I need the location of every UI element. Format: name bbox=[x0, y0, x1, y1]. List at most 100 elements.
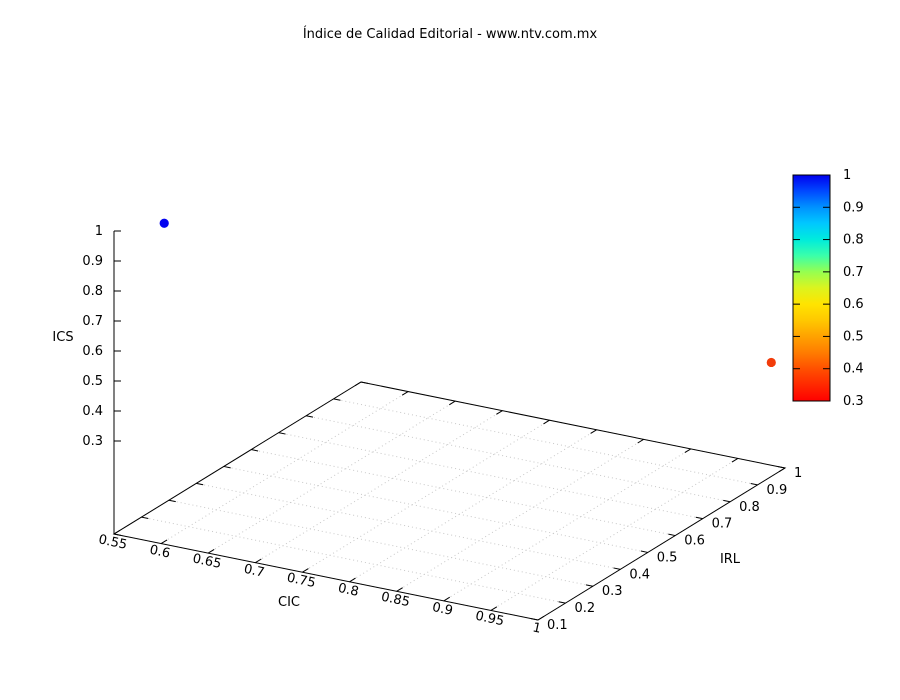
colorbar-tick-label: 0.4 bbox=[843, 362, 864, 377]
cic-tick-mirror bbox=[448, 400, 456, 406]
irl-tick-mirror bbox=[113, 533, 121, 536]
grid-line-irl bbox=[278, 432, 703, 520]
irl-tick-label: 1 bbox=[794, 466, 802, 481]
irl-tick-mirror bbox=[196, 482, 204, 486]
cic-tick-label: 0.55 bbox=[97, 532, 128, 553]
cic-tick bbox=[207, 549, 215, 554]
irl-tick-label: 0.5 bbox=[657, 550, 678, 565]
irl-tick-mirror bbox=[251, 449, 259, 452]
base-outline bbox=[112, 381, 787, 621]
irl-tick bbox=[723, 499, 731, 503]
ics-tick-label: 0.8 bbox=[82, 284, 103, 299]
irl-tick-mirror bbox=[141, 516, 149, 519]
grid-line-irl bbox=[168, 499, 593, 587]
cic-tick-label: 0.85 bbox=[380, 590, 411, 611]
irl-tick bbox=[558, 601, 566, 604]
ics-tick-label: 0.7 bbox=[82, 314, 103, 329]
cic-tick-label: 0.75 bbox=[285, 570, 316, 591]
cic-tick-mirror bbox=[731, 458, 739, 463]
irl-tick bbox=[613, 567, 621, 570]
irl-tick-label: 0.8 bbox=[739, 500, 760, 515]
data-point bbox=[159, 218, 169, 228]
grid-line-cic bbox=[207, 400, 456, 554]
cic-tick bbox=[349, 577, 356, 583]
grid-line-irl bbox=[333, 398, 758, 486]
irl-axis-label: IRL bbox=[720, 552, 741, 567]
cic-tick bbox=[302, 568, 309, 573]
cic-tick-label: 0.7 bbox=[242, 562, 265, 581]
cic-tick-mirror bbox=[401, 391, 409, 396]
cic-tick-mirror bbox=[684, 448, 692, 453]
ics-tick-label: 0.4 bbox=[82, 404, 103, 419]
cic-tick-label: 0.9 bbox=[431, 600, 454, 619]
cic-tick-mirror bbox=[496, 410, 503, 415]
irl-tick bbox=[531, 618, 539, 621]
irl-tick-label: 0.6 bbox=[684, 534, 705, 549]
irl-tick bbox=[695, 516, 703, 520]
colorbar-tick-label: 0.3 bbox=[843, 394, 864, 409]
irl-tick-label: 0.3 bbox=[602, 584, 623, 599]
grid-line-irl bbox=[141, 516, 566, 604]
cic-tick bbox=[255, 558, 262, 564]
grid-line-cic bbox=[302, 419, 550, 573]
ics-tick-label: 0.3 bbox=[82, 434, 103, 449]
irl-tick bbox=[750, 483, 758, 486]
irl-tick-label: 0.7 bbox=[712, 517, 733, 532]
colorbar-tick-label: 0.6 bbox=[843, 297, 864, 312]
irl-tick-label: 0.1 bbox=[547, 618, 568, 633]
cic-tick-mirror bbox=[637, 438, 644, 444]
cic-tick-label: 0.6 bbox=[148, 543, 171, 562]
cic-tick bbox=[160, 539, 168, 544]
irl-tick-mirror bbox=[360, 381, 368, 384]
irl-tick bbox=[585, 584, 593, 587]
ics-tick-label: 1 bbox=[95, 224, 103, 239]
ics-axis-label: ICS bbox=[52, 330, 73, 345]
grid-line-irl bbox=[196, 482, 621, 570]
cic-tick-label: 1 bbox=[531, 620, 542, 636]
cic-tick bbox=[113, 529, 121, 535]
cic-tick-mirror bbox=[778, 467, 786, 473]
base-grid bbox=[113, 381, 786, 621]
grid-line-cic bbox=[490, 458, 739, 611]
cic-axis-label: CIC bbox=[278, 595, 300, 610]
colorbar bbox=[792, 174, 831, 402]
irl-tick bbox=[640, 550, 648, 553]
irl-tick-label: 0.4 bbox=[629, 567, 650, 582]
irl-tick bbox=[668, 533, 676, 537]
irl-tick-label: 0.2 bbox=[574, 601, 595, 616]
grid-line-irl bbox=[251, 449, 676, 537]
grid-line-cic bbox=[255, 410, 503, 564]
colorbar-tick-label: 0.9 bbox=[843, 200, 864, 215]
cic-tick-label: 0.65 bbox=[191, 551, 222, 572]
cic-tick-mirror bbox=[354, 381, 362, 387]
cic-tick-label: 0.8 bbox=[337, 581, 360, 600]
grid-line-irl bbox=[223, 465, 648, 553]
ics-tick-label: 0.9 bbox=[82, 254, 103, 269]
data-point bbox=[766, 357, 776, 368]
cic-tick-mirror bbox=[590, 429, 597, 434]
irl-tick-mirror bbox=[168, 499, 176, 503]
grid-line-cic bbox=[160, 391, 409, 544]
cic-tick-label: 0.95 bbox=[474, 609, 505, 630]
cic-tick bbox=[396, 587, 403, 592]
irl-tick-mirror bbox=[306, 415, 314, 418]
colorbar-tick-label: 0.8 bbox=[843, 233, 864, 248]
grid-line-irl bbox=[306, 415, 731, 503]
grid-line-cic bbox=[349, 429, 597, 583]
chart-title: Índice de Calidad Editorial - www.ntv.co… bbox=[302, 27, 598, 42]
cic-tick bbox=[537, 615, 545, 621]
colorbar-tick-label: 0.7 bbox=[843, 265, 864, 280]
cic-tick bbox=[443, 596, 451, 602]
colorbar-tick-label: 0.5 bbox=[843, 329, 864, 344]
grid-line-cic bbox=[396, 438, 644, 592]
ics-tick-label: 0.6 bbox=[82, 344, 103, 359]
irl-tick bbox=[778, 466, 786, 469]
irl-tick-mirror bbox=[223, 465, 231, 469]
grid-line-cic bbox=[443, 448, 692, 602]
ics-tick-label: 0.5 bbox=[82, 374, 103, 389]
irl-tick-mirror bbox=[278, 432, 286, 435]
cic-tick bbox=[490, 606, 498, 611]
cic-tick-mirror bbox=[543, 419, 550, 425]
irl-tick-label: 0.9 bbox=[767, 483, 788, 498]
